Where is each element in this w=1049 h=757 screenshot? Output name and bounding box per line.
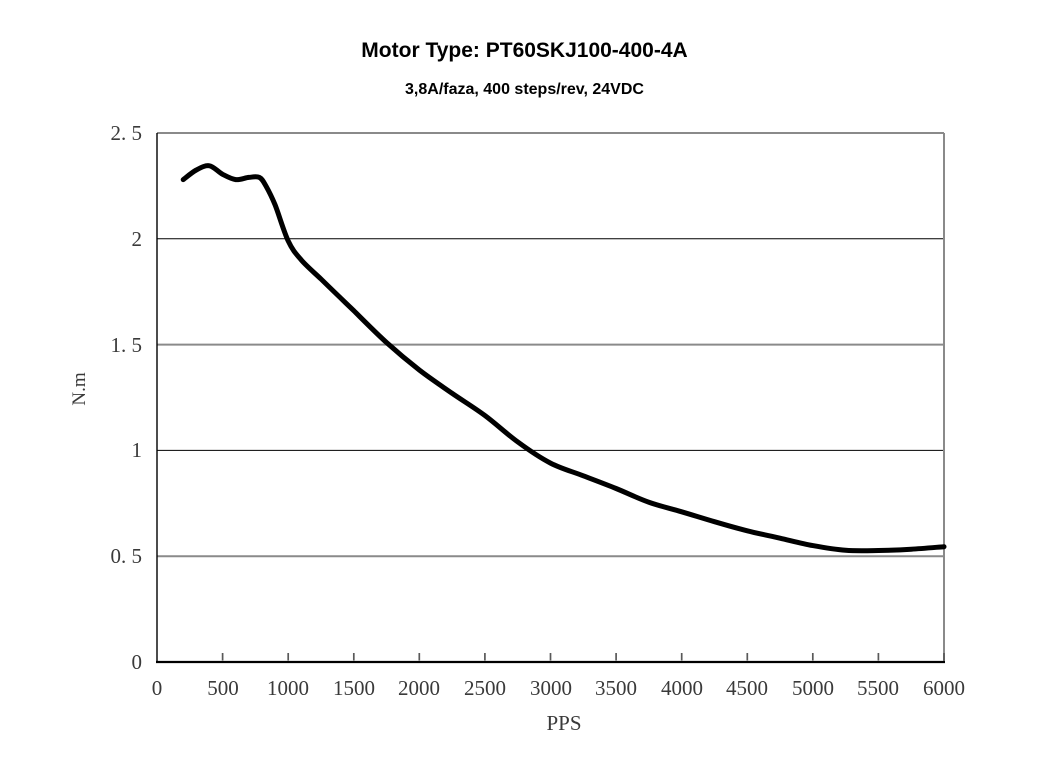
y-tick-label: 0. 5 [110,544,143,568]
y-tick-label: 1 [131,438,143,462]
x-tick-label: 3000 [530,676,572,700]
x-tick-label: 0 [151,676,163,700]
y-axis-title: N.m [69,372,90,406]
x-tick-label: 5500 [857,676,899,700]
x-tick-label: 1000 [267,676,309,700]
x-tick-label: 500 [207,676,239,700]
x-tick-label: 5000 [792,676,834,700]
x-tick-label: 4500 [726,676,768,700]
y-tick-label: 2. 5 [110,121,143,145]
x-axis-tick-labels: 0 500 1000 1500 2000 2500 3000 3500 4000 4500 5000… [0,676,1049,706]
x-tick-label: 1500 [333,676,375,700]
x-tick-label: 4000 [661,676,703,700]
chart-title: Motor Type: PT60SKJ100-400-4A [361,39,688,62]
y-tick-label: 2 [131,227,143,251]
chart-subtitle: 3,8A/faza, 400 steps/rev, 24VDC [405,81,644,98]
x-tick-label: 3500 [595,676,637,700]
torque-curve [180,163,947,554]
y-tick-label: 1. 5 [110,333,143,357]
x-tick-label: 2000 [398,676,440,700]
y-axis-tick-labels: 0 0. 5 1 1. 5 2 2. 5 [0,0,143,757]
x-axis-title: PPS [546,711,582,735]
x-tick-label: 2500 [464,676,506,700]
y-tick-label: 0 [131,650,143,674]
x-tick-label: 6000 [923,676,965,700]
